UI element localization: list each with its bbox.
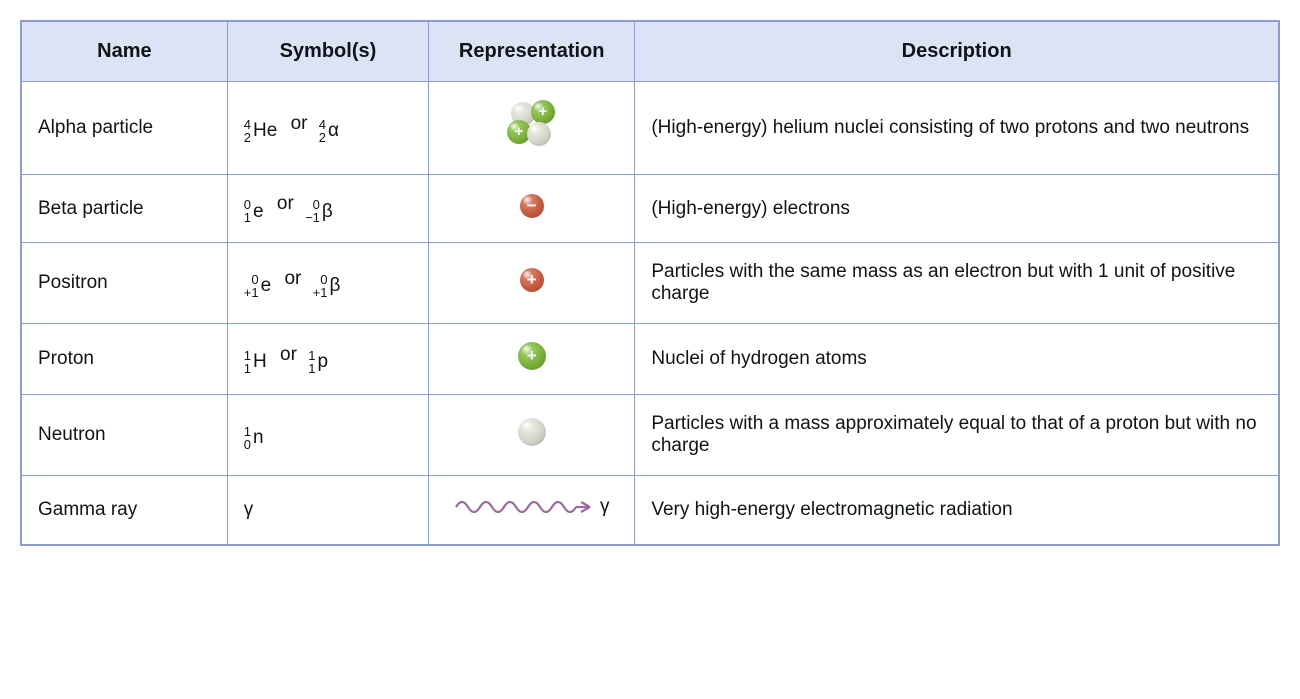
- element-symbol: p: [317, 352, 328, 371]
- cell-name: Gamma ray: [21, 476, 227, 546]
- cell-symbols: 0 1 e or 0 −1 β: [227, 175, 428, 243]
- mass-number: 4: [244, 118, 251, 131]
- gamma-label: γ: [600, 496, 610, 518]
- col-header-description: Description: [635, 21, 1279, 82]
- element-symbol: e: [261, 276, 272, 295]
- mass-number: 1: [244, 425, 251, 438]
- cell-name: Beta particle: [21, 175, 227, 243]
- element-symbol: γ: [244, 500, 254, 519]
- mass-number: 1: [308, 349, 315, 362]
- atomic-number: 2: [319, 131, 326, 144]
- element-symbol: H: [253, 352, 267, 371]
- neutron-icon: [527, 122, 551, 146]
- or-text: or: [284, 268, 301, 289]
- cell-representation: −: [429, 175, 635, 243]
- mass-number: 0: [251, 273, 258, 286]
- isotope-stack: 0 +1: [313, 273, 328, 299]
- table-row: Proton 1 1 H or 1 1 p: [21, 324, 1279, 395]
- cell-symbols: 1 1 H or 1 1 p: [227, 324, 428, 395]
- table-row: Beta particle 0 1 e or 0 −1 β: [21, 175, 1279, 243]
- cell-representation: [429, 395, 635, 476]
- isotope: 0 +1 e: [244, 273, 271, 299]
- col-header-symbols: Symbol(s): [227, 21, 428, 82]
- cell-description: (High-energy) electrons: [635, 175, 1279, 243]
- isotope-stack: 0 1: [244, 198, 251, 224]
- isotope-stack: 1 1: [244, 349, 251, 375]
- cell-name: Proton: [21, 324, 227, 395]
- col-header-name: Name: [21, 21, 227, 82]
- cell-symbols: 1 0 n: [227, 395, 428, 476]
- neutron-icon: [518, 418, 546, 446]
- isotope-stack: 0 −1: [305, 198, 320, 224]
- cell-name: Alpha particle: [21, 82, 227, 175]
- table-row: Neutron 1 0 n Particles with a mass appr…: [21, 395, 1279, 476]
- atomic-number: 1: [244, 211, 251, 224]
- cell-symbols: 4 2 He or 4 2 α: [227, 82, 428, 175]
- alpha-particle-icon: + +: [505, 100, 559, 150]
- cell-symbols: γ: [227, 476, 428, 546]
- isotope: 4 2 He: [244, 118, 278, 144]
- header-row: Name Symbol(s) Representation Descriptio…: [21, 21, 1279, 82]
- element-symbol: β: [330, 276, 341, 295]
- or-text: or: [291, 113, 308, 134]
- table-body: Alpha particle 4 2 He or 4 2 α: [21, 82, 1279, 546]
- isotope: 0 −1 β: [305, 198, 333, 224]
- cell-name: Neutron: [21, 395, 227, 476]
- element-symbol: α: [328, 121, 339, 140]
- mass-number: 0: [320, 273, 327, 286]
- mass-number: 4: [319, 118, 326, 131]
- element-symbol: β: [322, 202, 333, 221]
- isotope-stack: 4 2: [319, 118, 326, 144]
- isotope: 4 2 α: [319, 118, 339, 144]
- cell-name: Positron: [21, 243, 227, 324]
- atomic-number: 1: [244, 362, 251, 375]
- electron-minus-icon: −: [520, 194, 544, 218]
- atomic-number: 2: [244, 131, 251, 144]
- positron-plus-icon: +: [520, 268, 544, 292]
- table-row: Gamma ray γ γ Very high-energy electroma…: [21, 476, 1279, 546]
- atomic-number: +1: [313, 286, 328, 299]
- cell-representation: +: [429, 324, 635, 395]
- atomic-number: +1: [244, 286, 259, 299]
- element-symbol: n: [253, 428, 264, 447]
- cell-representation: γ: [429, 476, 635, 546]
- cell-description: Particles with a mass approximately equa…: [635, 395, 1279, 476]
- isotope: 1 1 p: [308, 349, 328, 375]
- cell-representation: +: [429, 243, 635, 324]
- element-symbol: He: [253, 121, 277, 140]
- isotope-stack: 1 0: [244, 425, 251, 451]
- atomic-number: −1: [305, 211, 320, 224]
- atomic-number: 1: [308, 362, 315, 375]
- table-row: Alpha particle 4 2 He or 4 2 α: [21, 82, 1279, 175]
- cell-representation: + +: [429, 82, 635, 175]
- isotope-stack: 1 1: [308, 349, 315, 375]
- element-symbol: e: [253, 202, 264, 221]
- cell-description: (High-energy) helium nuclei consisting o…: [635, 82, 1279, 175]
- isotope-stack: 0 +1: [244, 273, 259, 299]
- gamma-ray-icon: γ: [454, 494, 610, 520]
- or-text: or: [280, 344, 297, 365]
- isotope: γ: [244, 500, 254, 519]
- mass-number: 1: [244, 349, 251, 362]
- or-text: or: [277, 193, 294, 214]
- gamma-wave-svg: [454, 494, 594, 520]
- proton-icon: +: [518, 342, 546, 370]
- cell-description: Particles with the same mass as an elect…: [635, 243, 1279, 324]
- col-header-representation: Representation: [429, 21, 635, 82]
- cell-description: Nuclei of hydrogen atoms: [635, 324, 1279, 395]
- isotope: 0 +1 β: [313, 273, 341, 299]
- particles-table: Name Symbol(s) Representation Descriptio…: [20, 20, 1280, 546]
- isotope: 1 1 H: [244, 349, 267, 375]
- cell-symbols: 0 +1 e or 0 +1 β: [227, 243, 428, 324]
- isotope: 0 1 e: [244, 198, 264, 224]
- isotope-stack: 4 2: [244, 118, 251, 144]
- atomic-number: 0: [244, 438, 251, 451]
- isotope: 1 0 n: [244, 425, 264, 451]
- cell-description: Very high-energy electromagnetic radiati…: [635, 476, 1279, 546]
- proton-icon: +: [531, 100, 555, 124]
- table-row: Positron 0 +1 e or 0 +1 β: [21, 243, 1279, 324]
